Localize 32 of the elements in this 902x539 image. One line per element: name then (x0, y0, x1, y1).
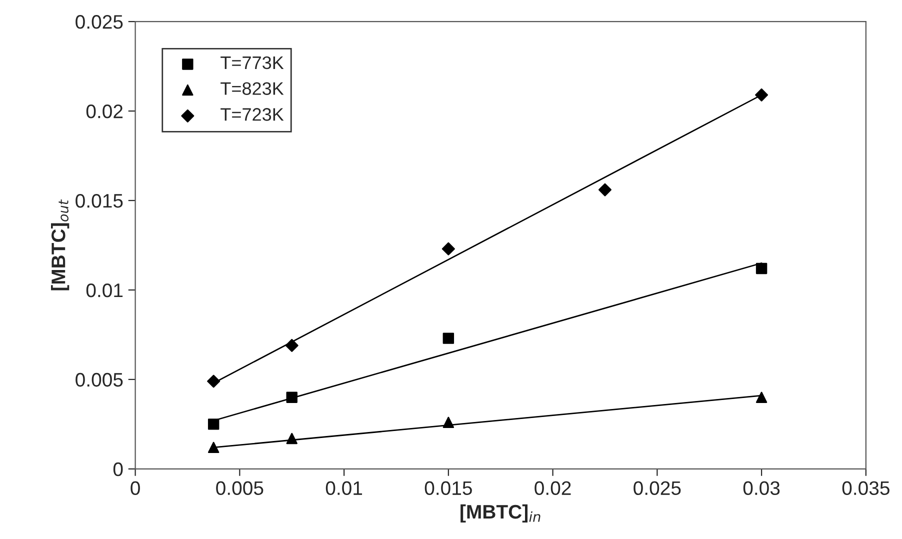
x-tick-label: 0.015 (424, 481, 472, 496)
x-tick-label: 0.02 (534, 481, 571, 496)
x-axis-title: [MBTC]$_{in}$ (460, 504, 540, 523)
y-tick-label: 0.015 (76, 194, 123, 208)
point (208, 442, 220, 454)
point (208, 418, 220, 430)
point (442, 242, 455, 256)
y-axis-title: [MBTC]$_{out}$ (51, 199, 70, 290)
point (285, 338, 298, 352)
legend-label: T=823K (220, 82, 284, 95)
point (756, 262, 768, 274)
point (286, 432, 298, 444)
point (598, 183, 612, 196)
y-tick-label: 0.01 (86, 283, 123, 298)
y-tick-label: 0.005 (76, 372, 123, 387)
point (755, 88, 768, 102)
point (442, 332, 454, 344)
legend-label: T=723K (220, 108, 284, 121)
x-tick-label: 0.01 (326, 481, 362, 496)
y-tick-label: 0.025 (76, 15, 123, 29)
point (442, 416, 454, 428)
point (756, 392, 768, 403)
y-tick-label: 0 (113, 462, 123, 476)
x-tick-label: 0.03 (743, 481, 780, 496)
legend-label: T=773K (220, 56, 284, 70)
x-tick-label: 0 (130, 481, 140, 496)
x-tick-label: 0.005 (216, 481, 264, 496)
y-tick-label: 0.02 (86, 104, 123, 118)
x-tick-label: 0.035 (842, 481, 890, 496)
point (286, 392, 298, 403)
point (207, 374, 220, 388)
x-tick-label: 0.025 (634, 481, 681, 496)
